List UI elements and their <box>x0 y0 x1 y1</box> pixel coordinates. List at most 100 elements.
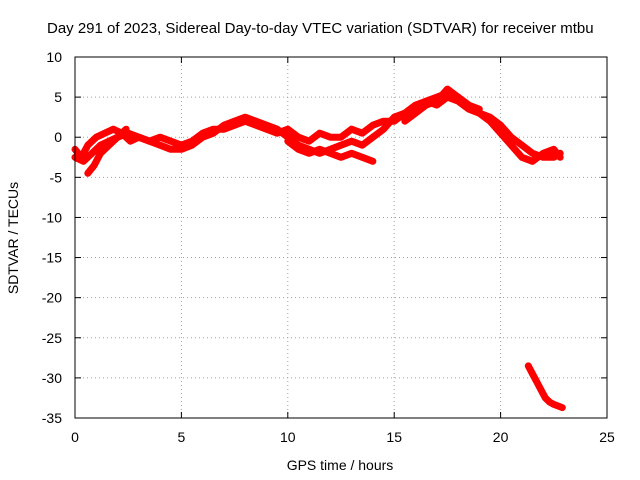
data-point <box>157 142 164 149</box>
data-point <box>316 130 323 137</box>
plot-frame <box>74 56 608 419</box>
y-tick-label: 0 <box>54 129 62 145</box>
y-tick-label: -20 <box>42 290 62 306</box>
chart-title: Day 291 of 2023, Sidereal Day-to-day VTE… <box>47 20 594 37</box>
data-point <box>84 170 91 177</box>
data-point <box>423 102 430 109</box>
data-point <box>199 134 206 141</box>
data-point <box>518 142 525 149</box>
data-point <box>518 154 525 161</box>
series-track-f <box>524 362 566 412</box>
series-track-d <box>284 137 377 165</box>
series-band <box>84 125 130 177</box>
data-point <box>380 118 387 125</box>
data-point <box>538 386 545 393</box>
data-point <box>486 118 493 125</box>
data-point <box>559 404 566 411</box>
x-tick-label: 20 <box>493 429 509 445</box>
data-point <box>348 150 355 157</box>
data-point <box>210 130 217 137</box>
data-point <box>80 158 87 165</box>
data-point <box>242 114 249 121</box>
data-point <box>369 158 376 165</box>
y-tick-label: 10 <box>46 49 62 65</box>
data-point <box>359 154 366 161</box>
data-point <box>91 162 98 169</box>
data-point <box>401 118 408 125</box>
axis-ticks: 0 5 10 15 20 25 10 5 0 -5 -10 -15 -20 -25 -30 -35 <box>42 49 615 445</box>
data-point <box>508 134 515 141</box>
data-point <box>231 118 238 125</box>
data-point <box>465 102 472 109</box>
data-point <box>274 126 281 133</box>
data-point <box>167 138 174 145</box>
data-point <box>338 134 344 141</box>
data-point <box>401 110 408 117</box>
data-point <box>369 134 376 141</box>
data-point <box>348 138 355 145</box>
data-point <box>359 130 366 137</box>
series-track-e <box>401 85 483 125</box>
data-point <box>106 142 113 149</box>
data-point <box>557 154 564 161</box>
data-point <box>550 401 557 408</box>
data-point <box>123 126 130 133</box>
x-tick-label: 5 <box>178 429 186 445</box>
data-point <box>189 142 196 149</box>
y-tick-label: -35 <box>42 410 62 426</box>
data-point <box>101 130 108 137</box>
data-point <box>263 122 270 129</box>
data-point <box>476 106 483 113</box>
data-point <box>157 134 164 141</box>
data-point <box>497 130 504 137</box>
data-point <box>508 142 515 149</box>
data-point <box>93 134 100 141</box>
data-point <box>391 114 398 121</box>
y-tick-label: -10 <box>42 209 62 225</box>
data-point <box>327 134 334 141</box>
data-point <box>359 142 366 149</box>
y-tick-label: -15 <box>42 250 62 266</box>
data-point <box>369 122 376 129</box>
data-point <box>542 394 549 401</box>
data-point <box>348 126 355 133</box>
data-point <box>114 134 121 141</box>
data-point <box>284 138 291 145</box>
y-tick-label: -5 <box>50 169 63 185</box>
data-point <box>89 150 96 157</box>
data-point <box>178 146 185 153</box>
data-point <box>97 142 104 149</box>
data-point <box>167 146 174 153</box>
y-tick-label: -25 <box>42 330 62 346</box>
data-point <box>338 154 344 161</box>
series-track-c <box>84 125 130 177</box>
data-point <box>550 146 557 153</box>
data-point <box>529 150 536 157</box>
data-point <box>540 150 547 157</box>
x-tick-label: 0 <box>71 429 79 445</box>
data-point <box>412 110 419 117</box>
data-point <box>127 138 134 145</box>
data-point <box>546 398 553 405</box>
y-tick-label: -30 <box>42 370 62 386</box>
data-point <box>252 118 259 125</box>
x-tick-label: 25 <box>599 429 615 445</box>
data-marks <box>71 85 566 412</box>
data-point <box>306 138 313 145</box>
data-point <box>135 134 142 141</box>
data-point <box>110 126 117 133</box>
data-point <box>455 94 462 101</box>
data-point <box>433 98 440 105</box>
data-point <box>295 146 302 153</box>
data-point <box>327 150 334 157</box>
y-tick-label: 5 <box>54 89 62 105</box>
data-point <box>306 150 313 157</box>
data-point <box>497 122 504 129</box>
data-point <box>380 126 387 133</box>
x-tick-label: 15 <box>386 429 402 445</box>
data-point <box>529 370 536 377</box>
data-point <box>525 362 532 369</box>
data-point <box>84 142 91 149</box>
data-point <box>220 122 227 129</box>
